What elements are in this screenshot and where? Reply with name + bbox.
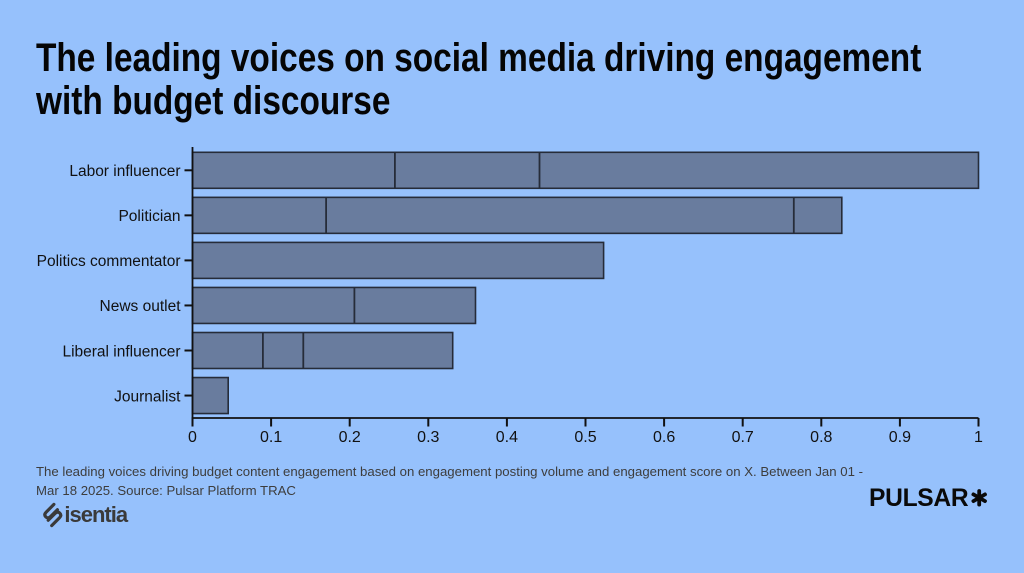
svg-text:1: 1 [974,429,983,446]
svg-text:0.2: 0.2 [339,429,361,446]
svg-text:PULSAR: PULSAR [869,485,969,512]
svg-text:Politics commentator: Politics commentator [37,253,181,270]
svg-text:isentia: isentia [64,502,128,527]
svg-text:News outlet: News outlet [100,298,182,315]
svg-text:0.1: 0.1 [260,429,282,446]
svg-text:0: 0 [188,429,197,446]
svg-text:0.7: 0.7 [732,429,754,446]
svg-text:0.6: 0.6 [653,429,675,446]
svg-text:0.4: 0.4 [496,429,518,446]
svg-text:Politician: Politician [118,208,180,225]
svg-text:0.5: 0.5 [574,429,596,446]
svg-text:Liberal influencer: Liberal influencer [62,343,180,360]
svg-text:0.9: 0.9 [889,429,911,446]
svg-text:0.8: 0.8 [810,429,832,446]
svg-text:Journalist: Journalist [114,388,181,405]
svg-text:0.3: 0.3 [417,429,439,446]
svg-text:Labor influencer: Labor influencer [69,163,180,180]
